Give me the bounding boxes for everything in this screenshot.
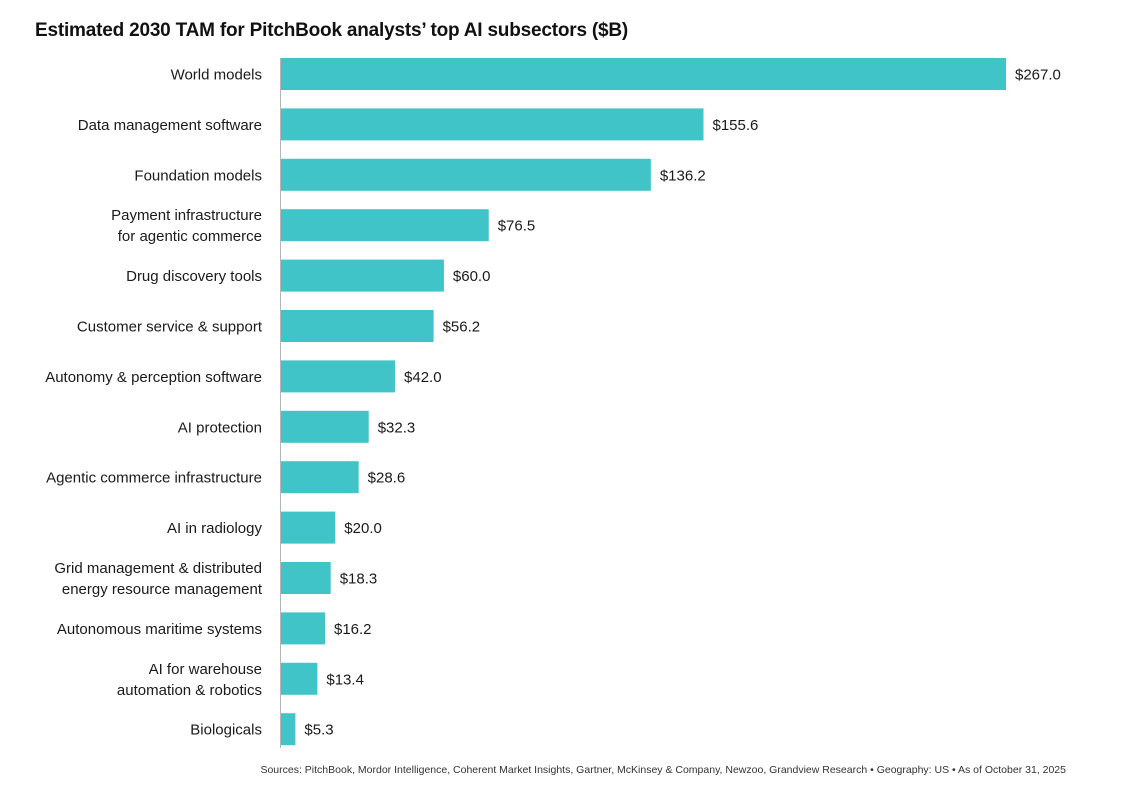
category-label-line: AI protection (178, 419, 262, 436)
bar (281, 612, 325, 645)
chart-title: Estimated 2030 TAM for PitchBook analyst… (35, 20, 629, 41)
value-labels-group: $267.0 $155.6 $136.2 $76.5 $60.0 $56.2 $42.0 $3… (304, 67, 1060, 739)
bar (281, 461, 359, 494)
category-label: AI in radiology (167, 520, 263, 537)
category-label-line: Autonomous maritime systems (57, 621, 262, 638)
value-label: $267.0 (1015, 67, 1061, 84)
bar (281, 562, 331, 594)
category-label-line: Drug discovery tools (126, 268, 262, 285)
category-label-line: AI for warehouse (149, 661, 262, 678)
value-label: $60.0 (453, 268, 491, 285)
category-label-line: Grid management & distributed (54, 560, 262, 577)
category-label: Autonomy & perception software (45, 369, 262, 386)
bar (281, 511, 336, 544)
value-label: $56.2 (443, 319, 481, 336)
value-label: $20.0 (344, 520, 382, 537)
category-label-line: World models (171, 67, 262, 84)
value-label: $16.2 (334, 621, 372, 638)
category-label: Grid management & distributed energy reso… (54, 560, 262, 598)
value-label: $13.4 (326, 671, 364, 688)
bar (281, 310, 434, 342)
bar (281, 209, 489, 242)
category-label: Payment infrastructure for agentic commer… (111, 207, 262, 245)
category-label-line: Customer service & support (77, 319, 263, 336)
value-label: $42.0 (404, 369, 442, 386)
category-label: World models (171, 67, 262, 84)
category-label-line: Payment infrastructure (111, 207, 262, 224)
category-label: Foundation models (134, 167, 262, 184)
bar (281, 259, 444, 292)
value-label: $18.3 (340, 571, 378, 588)
bar (281, 713, 296, 746)
bar (281, 662, 318, 695)
bar (281, 410, 369, 443)
category-label-line: energy resource management (62, 581, 263, 598)
category-label-line: Autonomy & perception software (45, 369, 262, 386)
category-label: AI for warehouse automation & robotics (117, 661, 262, 699)
category-label: Data management software (78, 117, 262, 134)
category-label: Drug discovery tools (126, 268, 262, 285)
value-label: $76.5 (498, 218, 536, 235)
category-label: Autonomous maritime systems (57, 621, 262, 638)
category-label: Agentic commerce infrastructure (46, 470, 262, 487)
category-label-line: AI in radiology (167, 520, 263, 537)
bar (281, 360, 396, 393)
value-label: $28.6 (368, 470, 406, 487)
value-label: $136.2 (660, 167, 706, 184)
bar (281, 108, 704, 141)
category-label-line: Biologicals (190, 722, 262, 739)
category-labels-group: World models Data management software Foun… (45, 67, 263, 739)
bar (281, 58, 1006, 90)
source-note: Sources: PitchBook, Mordor Intelligence,… (260, 764, 1066, 776)
bar (281, 158, 651, 191)
category-label-line: automation & robotics (117, 682, 262, 699)
category-label-line: Data management software (78, 117, 262, 134)
category-label: AI protection (178, 419, 262, 436)
category-label: Customer service & support (77, 319, 263, 336)
category-label: Biologicals (190, 722, 262, 739)
value-label: $155.6 (713, 117, 759, 134)
category-label-line: Agentic commerce infrastructure (46, 470, 262, 487)
value-label: $32.3 (378, 419, 416, 436)
value-label: $5.3 (304, 722, 333, 739)
category-label-line: Foundation models (134, 167, 262, 184)
bars-group (281, 58, 1006, 746)
category-label-line: for agentic commerce (118, 228, 262, 245)
